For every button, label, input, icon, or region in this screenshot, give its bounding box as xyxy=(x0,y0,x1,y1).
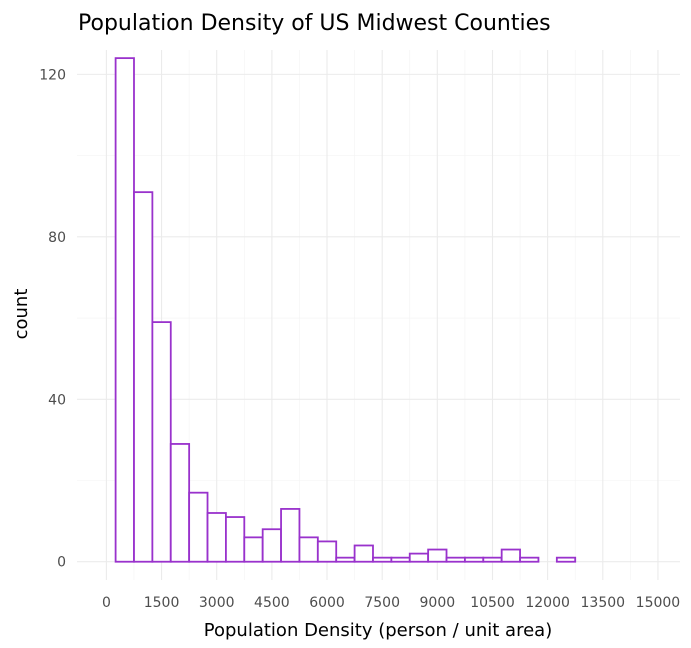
bars-layer xyxy=(114,57,577,563)
histogram-bar xyxy=(372,556,393,563)
histogram-bar xyxy=(114,57,135,563)
x-tick-label: 7500 xyxy=(364,595,400,611)
histogram-bar xyxy=(482,556,503,563)
histogram-bar xyxy=(151,321,172,563)
x-tick-label: 9000 xyxy=(420,595,456,611)
histogram-bar xyxy=(519,556,540,563)
y-axis-ticks: 0 40 80 120 xyxy=(39,67,66,570)
x-tick-label: 15000 xyxy=(636,595,681,611)
histogram-bar xyxy=(243,536,264,563)
y-tick-label: 80 xyxy=(48,230,66,246)
x-tick-label: 4500 xyxy=(254,595,290,611)
histogram-bar xyxy=(335,556,356,563)
histogram-bar xyxy=(188,491,209,563)
histogram-bar xyxy=(133,191,154,563)
y-tick-label: 120 xyxy=(39,67,66,83)
histogram-bar xyxy=(206,512,227,563)
histogram-bar xyxy=(169,443,191,563)
x-tick-label: 3000 xyxy=(199,595,235,611)
histogram-bar xyxy=(316,540,338,563)
y-tick-label: 0 xyxy=(57,555,66,571)
histogram-bar xyxy=(353,544,374,563)
chart-title: Population Density of US Midwest Countie… xyxy=(78,11,551,36)
x-axis-ticks: 0 1500 3000 4500 6000 7500 9000 10500 12000 13500… xyxy=(102,595,680,611)
x-tick-label: 1500 xyxy=(144,595,180,611)
x-tick-label: 10500 xyxy=(470,595,515,611)
histogram-bar xyxy=(445,556,466,563)
histogram-bar xyxy=(555,556,577,563)
histogram-bar xyxy=(298,536,319,563)
x-tick-label: 6000 xyxy=(309,595,345,611)
histogram-bar xyxy=(408,552,430,563)
histogram-bar xyxy=(427,548,448,563)
histogram-bar xyxy=(500,548,521,563)
histogram-bar xyxy=(225,516,246,563)
histogram-bar xyxy=(261,528,282,563)
x-tick-label: 13500 xyxy=(581,595,626,611)
x-tick-label: 0 xyxy=(102,595,111,611)
y-tick-label: 40 xyxy=(48,392,66,408)
histogram-bar xyxy=(390,556,411,563)
y-axis-title: count xyxy=(11,289,32,340)
histogram-bar xyxy=(280,508,301,563)
histogram-bar xyxy=(464,556,485,563)
x-tick-label: 12000 xyxy=(525,595,570,611)
x-axis-title: Population Density (person / unit area) xyxy=(204,620,552,641)
